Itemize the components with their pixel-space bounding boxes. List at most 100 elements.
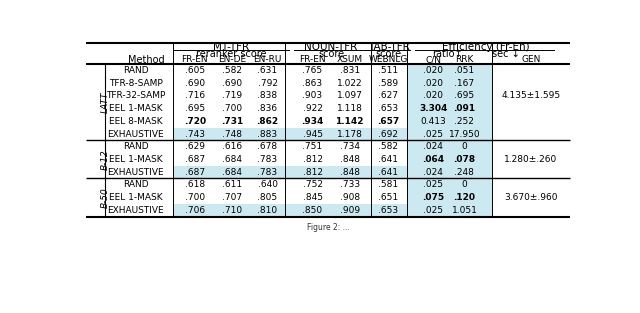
Text: Efficiency (Fr-En): Efficiency (Fr-En) <box>442 42 530 52</box>
Text: .945: .945 <box>303 130 323 138</box>
Bar <box>408 128 492 140</box>
Text: RRK: RRK <box>455 55 474 64</box>
Text: .765: .765 <box>303 66 323 75</box>
Text: .605: .605 <box>184 66 205 75</box>
Text: score: score <box>376 49 401 59</box>
Text: Method: Method <box>128 55 164 65</box>
Text: .805: .805 <box>257 193 278 202</box>
Text: 4.135±1.595: 4.135±1.595 <box>502 91 561 100</box>
Text: .690: .690 <box>222 79 242 88</box>
Text: 1.280±.260: 1.280±.260 <box>504 155 557 164</box>
Text: .078: .078 <box>453 155 476 164</box>
Text: FR-EN: FR-EN <box>299 55 326 64</box>
Text: .024: .024 <box>424 168 444 177</box>
Text: .748: .748 <box>222 130 242 138</box>
Text: .812: .812 <box>303 168 323 177</box>
Text: EN-RU: EN-RU <box>253 55 282 64</box>
Text: .025: .025 <box>424 130 444 138</box>
Text: .687: .687 <box>184 168 205 177</box>
Text: .024: .024 <box>424 142 444 151</box>
Text: .120: .120 <box>453 193 476 202</box>
Bar <box>408 178 492 191</box>
Text: 1.051: 1.051 <box>451 206 477 215</box>
Text: .707: .707 <box>222 193 242 202</box>
Text: .020: .020 <box>424 66 444 75</box>
Text: .248: .248 <box>454 168 474 177</box>
Text: score: score <box>318 49 344 59</box>
Text: .020: .020 <box>424 79 444 88</box>
Text: .582: .582 <box>222 66 242 75</box>
Text: 1.118: 1.118 <box>337 104 363 113</box>
Bar <box>408 153 492 166</box>
Text: 0.413: 0.413 <box>420 117 446 126</box>
Text: 0: 0 <box>461 180 467 189</box>
Text: .863: .863 <box>303 79 323 88</box>
Text: C/N: C/N <box>426 55 442 64</box>
Text: RAND: RAND <box>123 142 148 151</box>
Text: .831: .831 <box>340 66 360 75</box>
Text: .616: .616 <box>222 142 242 151</box>
Text: .731: .731 <box>221 117 243 126</box>
Text: .657: .657 <box>378 117 399 126</box>
Text: GEN: GEN <box>522 55 541 64</box>
Text: EEL 1-MASK: EEL 1-MASK <box>109 104 163 113</box>
Text: .908: .908 <box>340 193 360 202</box>
Bar <box>408 140 492 153</box>
Text: .783: .783 <box>257 168 278 177</box>
Text: .653: .653 <box>378 206 399 215</box>
Bar <box>174 128 492 140</box>
Text: reranker score: reranker score <box>196 49 266 59</box>
Text: 17.950: 17.950 <box>449 130 480 138</box>
Text: TAB-TFR: TAB-TFR <box>367 42 410 52</box>
Text: .589: .589 <box>378 79 399 88</box>
Text: .695: .695 <box>184 104 205 113</box>
Text: .752: .752 <box>303 180 323 189</box>
Text: .812: .812 <box>303 155 323 164</box>
Text: .631: .631 <box>257 66 278 75</box>
Bar <box>408 64 492 77</box>
Bar <box>174 166 492 178</box>
Text: .845: .845 <box>303 193 323 202</box>
Text: .810: .810 <box>257 206 278 215</box>
Text: Figure 2: ...: Figure 2: ... <box>307 223 349 232</box>
Text: .641: .641 <box>378 155 399 164</box>
Text: .091: .091 <box>453 104 476 113</box>
Text: MT-TFR: MT-TFR <box>213 42 249 52</box>
Text: .627: .627 <box>378 91 399 100</box>
Bar <box>408 204 492 217</box>
Text: .678: .678 <box>257 142 278 151</box>
Text: .743: .743 <box>185 130 205 138</box>
Text: .848: .848 <box>340 155 360 164</box>
Text: FR-EN: FR-EN <box>181 55 208 64</box>
Text: .618: .618 <box>184 180 205 189</box>
Bar <box>408 102 492 115</box>
Text: .167: .167 <box>454 79 474 88</box>
Text: 0: 0 <box>461 142 467 151</box>
Bar <box>408 115 492 128</box>
Text: 1.022: 1.022 <box>337 79 362 88</box>
Text: .922: .922 <box>303 104 323 113</box>
Text: .252: .252 <box>454 117 474 126</box>
Text: 1.142: 1.142 <box>335 117 364 126</box>
Text: .684: .684 <box>222 168 242 177</box>
Text: .075: .075 <box>422 193 444 202</box>
Text: WEBNLG: WEBNLG <box>369 55 408 64</box>
Text: EEL 1-MASK: EEL 1-MASK <box>109 193 163 202</box>
Text: .783: .783 <box>257 155 278 164</box>
Text: .733: .733 <box>340 180 360 189</box>
Text: .511: .511 <box>378 66 399 75</box>
Text: .025: .025 <box>424 180 444 189</box>
Text: .700: .700 <box>184 193 205 202</box>
Text: RAND: RAND <box>123 66 148 75</box>
Bar <box>174 204 492 217</box>
Text: .716: .716 <box>184 91 205 100</box>
Text: EXHAUSTIVE: EXHAUSTIVE <box>108 130 164 138</box>
Text: RAND: RAND <box>123 180 148 189</box>
Text: .051: .051 <box>454 66 474 75</box>
Text: TFR-32-SAMP: TFR-32-SAMP <box>106 91 166 100</box>
Bar <box>408 90 492 102</box>
Text: .692: .692 <box>378 130 399 138</box>
Text: .640: .640 <box>257 180 278 189</box>
Text: .629: .629 <box>185 142 205 151</box>
Text: B-12: B-12 <box>100 149 109 170</box>
